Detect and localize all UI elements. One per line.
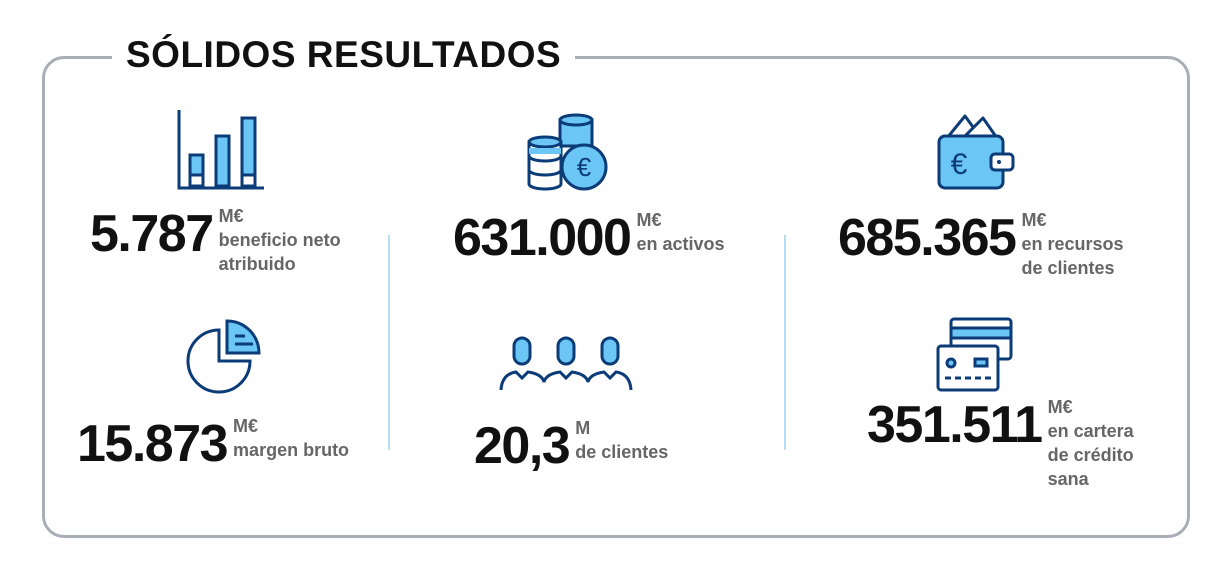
euro-coins-icon: € [527, 113, 608, 191]
page-title: SÓLIDOS RESULTADOS [112, 34, 576, 76]
stat-value: 685.365 [838, 209, 1017, 267]
stat-label-line: sana [1047, 469, 1089, 489]
stat-label: M€ en cartera de crédito sana [1048, 395, 1134, 491]
stat-label-line: en recursos [1021, 234, 1124, 254]
stat-healthy-credit: 351.511 M€ en cartera de crédito sana [867, 396, 1134, 491]
column-divider [784, 235, 786, 450]
stat-label-line: atribuido [218, 254, 296, 274]
stat-label: M€ beneficio neto atribuido [219, 204, 341, 276]
stat-label-line: de crédito [1047, 445, 1134, 465]
stat-label: M€ en recursos de clientes [1021, 208, 1123, 280]
stat-value: 5.787 [90, 205, 214, 263]
stat-unit: M€ [1047, 397, 1073, 417]
stat-assets: 631.000 M€ en activos [453, 209, 725, 267]
bar-chart-icon [177, 110, 264, 190]
stat-label-line: en activos [636, 234, 725, 254]
stat-unit: M€ [636, 210, 662, 230]
stat-label-line: beneficio neto [218, 230, 341, 250]
stat-label-line: margen bruto [233, 440, 350, 460]
stat-label-line: de clientes [575, 442, 669, 462]
stat-unit: M€ [233, 416, 259, 436]
column-divider [388, 235, 390, 450]
stat-value: 15.873 [77, 415, 229, 473]
stat-label: M€ en activos [636, 208, 724, 256]
pie-chart-icon [186, 319, 261, 394]
stat-net-profit: 5.787 M€ beneficio neto atribuido [90, 205, 341, 276]
stat-unit: M€ [218, 206, 244, 226]
people-icon [499, 336, 633, 391]
svg-text:€: € [577, 152, 592, 182]
euro-wallet-icon: € [937, 114, 1015, 190]
stat-label: M€ margen bruto [233, 414, 349, 462]
stat-unit: M [575, 418, 591, 438]
stat-value: 351.511 [867, 396, 1043, 454]
stat-label: M de clientes [575, 416, 668, 464]
stat-customer-funds: 685.365 M€ en recursos de clientes [838, 209, 1124, 280]
credit-cards-icon [936, 317, 1013, 392]
stat-clients: 20,3 M de clientes [474, 417, 668, 475]
stat-value: 20,3 [474, 417, 571, 475]
stat-label-line: en cartera [1047, 421, 1134, 441]
results-frame [42, 56, 1190, 538]
svg-text:€: € [951, 148, 968, 181]
stat-label-line: de clientes [1021, 258, 1115, 278]
stat-gross-margin: 15.873 M€ margen bruto [77, 415, 349, 473]
stat-value: 631.000 [453, 209, 632, 267]
stat-unit: M€ [1021, 210, 1047, 230]
